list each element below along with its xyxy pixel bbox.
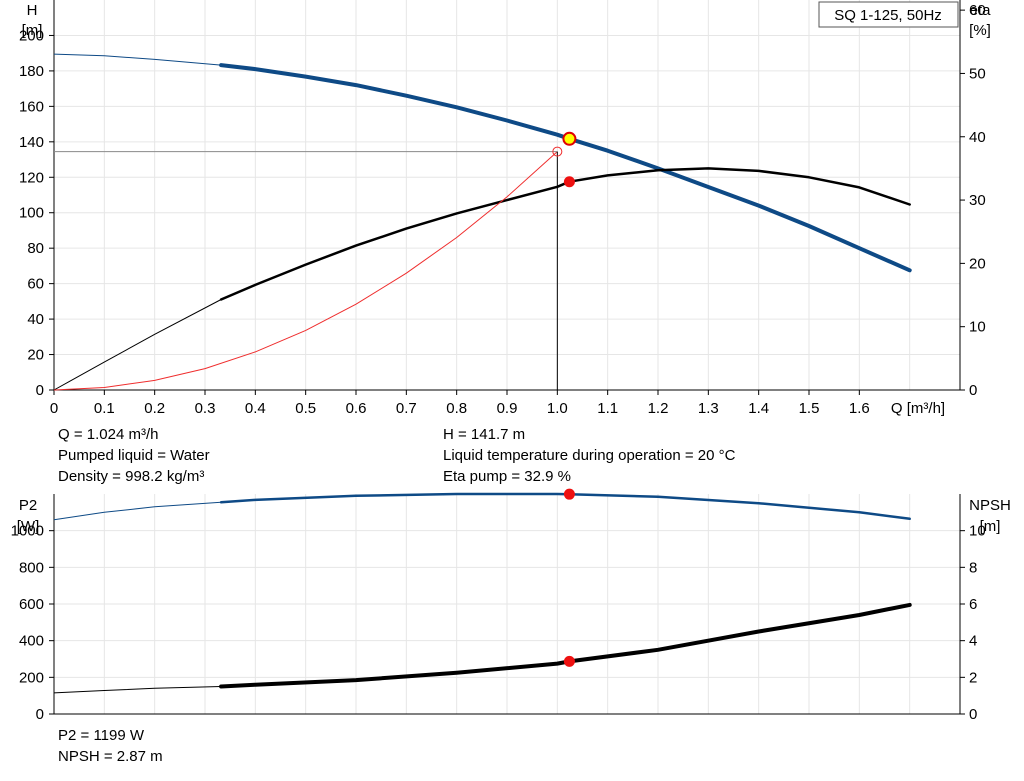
x-tick-label: 0 (50, 400, 58, 417)
bottom-right-tick-label: 2 (969, 669, 977, 686)
top-right-tick-label: 20 (969, 255, 986, 272)
top-left-tick-label: 20 (27, 347, 44, 364)
top-right-tick-label: 60 (969, 2, 986, 19)
bottom-npsh-curve-thin (53, 686, 222, 694)
bottom-left-tick-label: 0 (36, 706, 44, 723)
top-left-tick-label: 200 (19, 27, 44, 44)
info-liquid-temperature: Liquid temperature during operation = 20… (443, 447, 736, 464)
x-tick-label: 0.9 (497, 400, 518, 417)
top-left-tick-label: 40 (27, 311, 44, 328)
info-density: Density = 998.2 kg/m³ (58, 468, 205, 485)
top-grid (53, 0, 961, 391)
top-right-axis-label-line1: eta (970, 2, 992, 19)
top-right-tick-label: 0 (969, 382, 977, 399)
top-right-tick-label: 40 (969, 129, 986, 146)
bottom-left-tick-label: 200 (19, 669, 44, 686)
info-pumped-liquid: Pumped liquid = Water (58, 447, 210, 464)
x-tick-label: 0.7 (396, 400, 417, 417)
bottom-npsh-curve (219, 602, 912, 689)
info-npsh: NPSH = 2.87 m (58, 748, 163, 765)
x-axis-label: Q [m³/h] (891, 400, 945, 417)
top-left-tick-label: 140 (19, 134, 44, 151)
x-tick-label: 0.5 (295, 400, 316, 417)
top-left-axis-label-line2: [m] (22, 22, 43, 39)
x-tick-label: 0.6 (346, 400, 367, 417)
x-tick-label: 0.4 (245, 400, 266, 417)
duty-point-h-marker (562, 131, 577, 146)
duty-point-npsh-marker (563, 655, 575, 667)
operating-point-markers (54, 131, 577, 667)
bottom-left-tick-label: 600 (19, 596, 44, 613)
system-point-marker (552, 146, 563, 157)
duty-point-eta-marker (563, 176, 575, 188)
top-left-tick-label: 160 (19, 98, 44, 115)
x-tick-label: 0.2 (144, 400, 165, 417)
top-left-tick-label: 180 (19, 63, 44, 80)
x-tick-label: 1.5 (799, 400, 820, 417)
series-group (53, 53, 912, 694)
top-right-tick-label: 30 (969, 192, 986, 209)
bottom-right-tick-label: 0 (969, 706, 977, 723)
bottom-right-tick-label: 6 (969, 596, 977, 613)
system-curve (53, 151, 558, 391)
top-h-curve-thin (53, 53, 222, 66)
bottom-grid (53, 494, 961, 715)
top-left-axis-label-line1: H (27, 2, 38, 19)
bottom-right-tick-label: 8 (969, 559, 977, 576)
tick-labels: 0 0.1 0.2 0.3 0.4 0.5 0.6 0.7 0.8 0.9 1.0 1.1 1.2 1.3… (11, 2, 986, 723)
top-left-tick-label: 80 (27, 240, 44, 257)
top-eta-curve-thin (53, 299, 222, 391)
bottom-left-axis-label-line1: P2 (19, 497, 37, 514)
bottom-right-tick-label: 4 (969, 633, 977, 650)
x-tick-label: 1.6 (849, 400, 870, 417)
bottom-p2-curve (219, 492, 911, 521)
info-p2: P2 = 1199 W (58, 727, 145, 744)
duty-point-p2-marker (563, 488, 575, 500)
top-h-curve (219, 63, 912, 273)
chart-title: SQ 1-125, 50Hz (834, 7, 942, 24)
bottom-left-tick-label: 400 (19, 633, 44, 650)
x-tick-label: 1.0 (547, 400, 568, 417)
x-tick-label: 1.4 (748, 400, 769, 417)
top-right-axis-label-line2: [%] (969, 22, 991, 39)
chart-title-box (818, 1, 959, 28)
x-tick-label: 1.2 (648, 400, 669, 417)
top-left-tick-label: 100 (19, 205, 44, 222)
info-h: H = 141.7 m (443, 426, 526, 443)
x-tick-label: 1.3 (698, 400, 719, 417)
bottom-right-tick-label: 10 (969, 523, 986, 540)
top-left-tick-label: 120 (19, 169, 44, 186)
x-tick-label: 0.3 (195, 400, 216, 417)
info-eta-pump: Eta pump = 32.9 % (443, 468, 571, 485)
top-right-tick-label: 10 (969, 319, 986, 336)
bottom-left-tick-label: 1000 (11, 523, 44, 540)
bottom-left-axis-label-line2: [W] (17, 518, 40, 535)
bottom-p2-curve-thin (53, 501, 222, 521)
top-right-tick-label: 50 (969, 65, 986, 82)
bottom-left-tick-label: 800 (19, 559, 44, 576)
bottom-right-axis-label-line1: NPSH (969, 497, 1011, 514)
x-tick-label: 1.1 (597, 400, 618, 417)
x-tick-label: 0.1 (94, 400, 115, 417)
bottom-right-axis-label-line2: [m] (980, 518, 1001, 535)
top-eta-curve (219, 167, 911, 301)
info-q: Q = 1.024 m³/h (58, 426, 159, 443)
x-tick-label: 0.8 (446, 400, 467, 417)
top-left-tick-label: 60 (27, 276, 44, 293)
top-left-tick-label: 0 (36, 382, 44, 399)
